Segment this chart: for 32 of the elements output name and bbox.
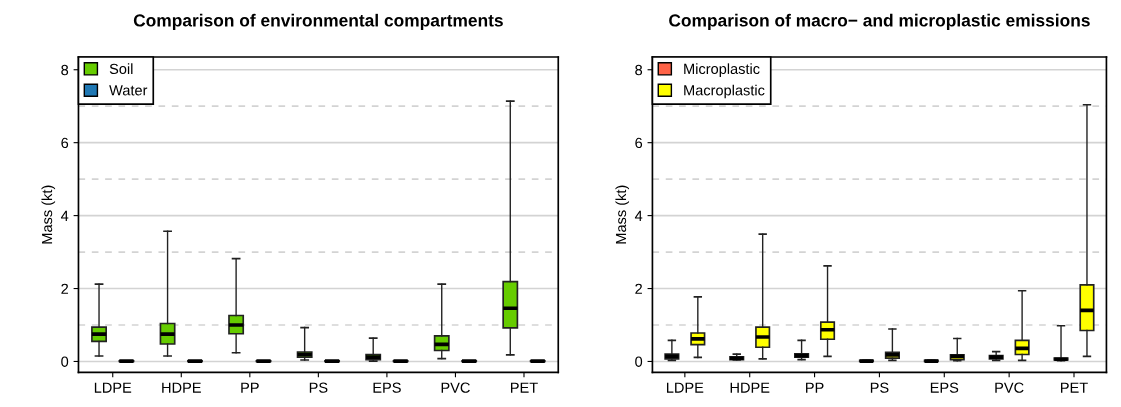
y-tick-label: 2	[61, 283, 69, 294]
y-axis-title: Mass (kt)	[615, 185, 630, 244]
y-tick-label: 0	[61, 356, 69, 367]
legend-label: Soil	[109, 63, 133, 75]
x-tick-label: PS	[309, 382, 328, 393]
chart-title: Comparison of macro− and microplastic emissions	[669, 13, 1090, 31]
x-tick-label: LDPE	[667, 382, 704, 393]
x-tick-label: PP	[241, 382, 259, 393]
y-tick-label: 4	[634, 210, 643, 221]
legend-label: Microplastic	[684, 63, 760, 77]
y-tick-label: 6	[61, 137, 69, 149]
x-tick-label: PVC	[995, 382, 1024, 393]
x-tick-label: HDPE	[162, 382, 201, 393]
x-tick-label: LDPE	[94, 382, 132, 393]
x-tick-label: PET	[1061, 382, 1088, 393]
x-tick-label: EPS	[930, 382, 959, 393]
x-tick-label: PET	[511, 382, 538, 393]
x-tick-label: PP	[806, 382, 824, 393]
y-tick-label: 0	[635, 356, 643, 367]
y-tick-label: 8	[61, 64, 69, 76]
legend-label: Water	[109, 85, 148, 96]
x-tick-label: PVC	[441, 382, 470, 393]
x-tick-label: EPS	[373, 382, 401, 393]
y-tick-label: 8	[635, 64, 643, 76]
y-tick-label: 2	[635, 283, 642, 294]
x-tick-label: HDPE	[730, 382, 770, 393]
x-tick-label: PS	[870, 382, 889, 393]
y-axis-title: Mass (kt)	[41, 185, 56, 244]
chart-title: Comparison of environmental compartments	[133, 13, 503, 31]
legend-label: Macroplastic	[684, 84, 765, 99]
y-tick-label: 6	[635, 137, 643, 149]
y-tick-label: 4	[60, 210, 69, 221]
